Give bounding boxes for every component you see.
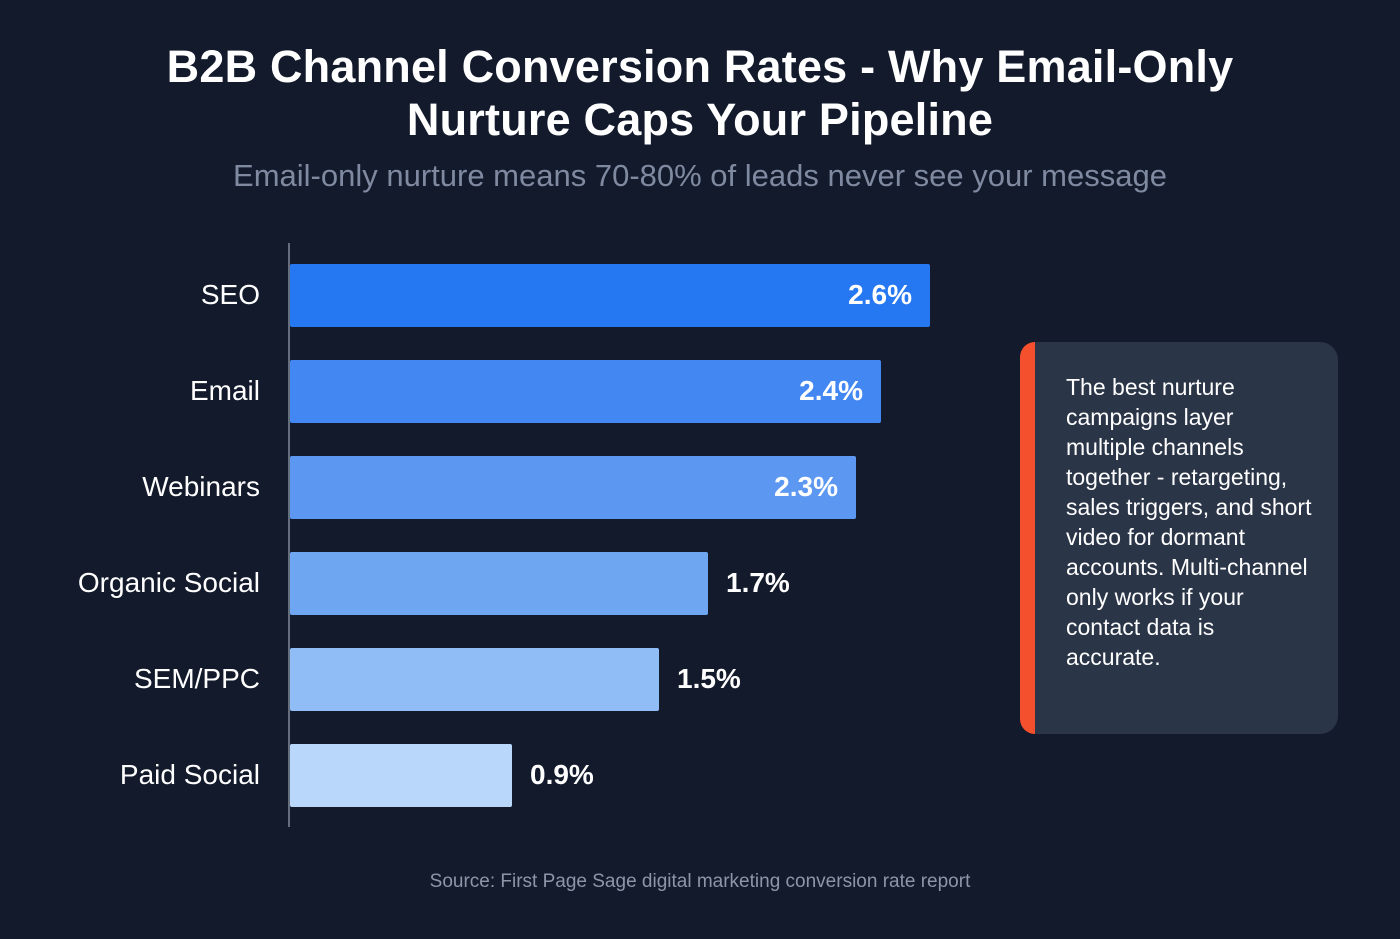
category-label: Paid Social (119, 759, 260, 790)
category-label: Organic Social (77, 567, 260, 598)
bar-row: Webinars 2.3% (26, 439, 986, 535)
chart-title: B2B Channel Conversion Rates - Why Email… (166, 41, 1234, 145)
bar-track: 2.4% (288, 359, 986, 423)
value-label: 2.4% (799, 375, 863, 406)
category-label: Email (189, 375, 260, 406)
value-label: 2.3% (774, 471, 838, 502)
category-label: SEM/PPC (133, 663, 260, 694)
callout-accent-bar (1020, 342, 1035, 734)
bar-track: 2.3% (288, 455, 986, 519)
bar-track: 1.5% (288, 647, 986, 711)
value-label: 1.5% (677, 663, 741, 694)
callout-card: The best nurture campaigns layer multipl… (1020, 342, 1338, 734)
bar: 2.3% (290, 455, 856, 519)
bar-track: 2.6% (288, 263, 986, 327)
bar (290, 551, 708, 615)
y-axis-line (288, 243, 290, 827)
bar-rows: SEO 2.6% Email 2.4% Webinars 2.3% Organic Soci… (26, 243, 986, 827)
bar-row: Email 2.4% (26, 343, 986, 439)
source-attribution: Source: First Page Sage digital marketin… (429, 871, 971, 892)
bar (290, 743, 512, 807)
chart-subtitle: Email-only nurture means 70-80% of leads… (233, 158, 1167, 193)
callout-text: The best nurture campaigns layer multipl… (1066, 374, 1312, 670)
category-label: Webinars (142, 471, 260, 502)
value-label: 1.7% (726, 567, 790, 598)
bar-track: 0.9% (288, 743, 986, 807)
bar (290, 647, 659, 711)
bar-row: SEM/PPC 1.5% (26, 631, 986, 727)
value-label: 2.6% (848, 279, 912, 310)
bar-track: 1.7% (288, 551, 986, 615)
bar-row: Organic Social 1.7% (26, 535, 986, 631)
bar-chart: SEO 2.6% Email 2.4% Webinars 2.3% Organic Soci… (26, 243, 986, 827)
bar: 2.4% (290, 359, 881, 423)
bar-row: Paid Social 0.9% (26, 727, 986, 823)
bar: 2.6% (290, 263, 930, 327)
category-label: SEO (200, 279, 260, 310)
bar-row: SEO 2.6% (26, 247, 986, 343)
value-label: 0.9% (530, 759, 594, 790)
